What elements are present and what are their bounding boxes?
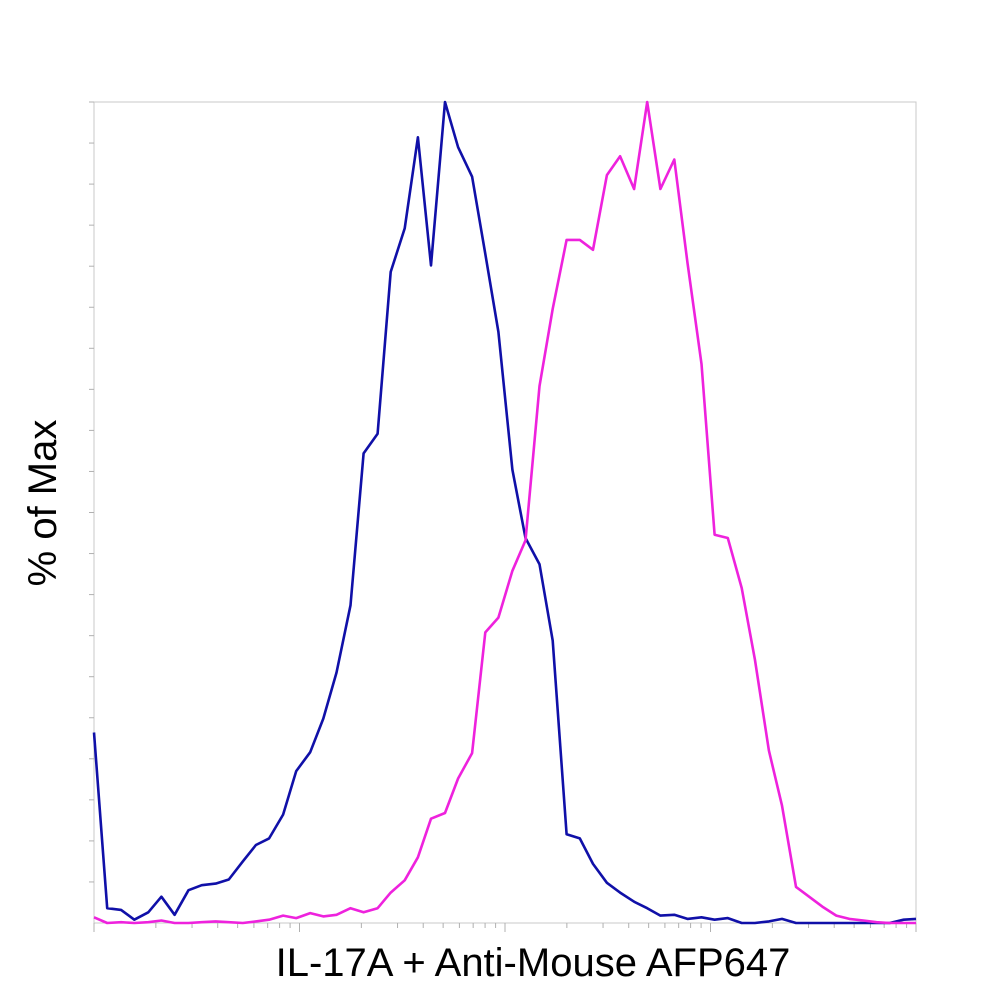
y-axis-label: % of Max (21, 420, 65, 587)
histogram-series-2-line (93, 100, 916, 925)
histogram-series-1-line (92, 100, 917, 925)
y-axis-ticks (89, 101, 94, 883)
plot-frame (93, 101, 917, 924)
x-axis-ticks (93, 923, 917, 932)
x-axis-label: IL-17A + Anti-Mouse AFP647 (276, 941, 791, 985)
series-layer (92, 100, 917, 925)
